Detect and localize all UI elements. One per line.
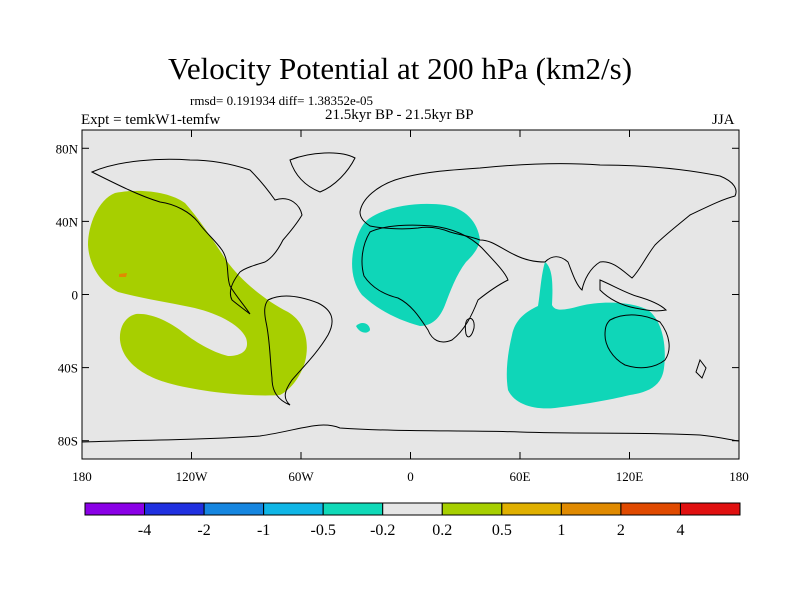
colorbar-swatch <box>620 502 681 516</box>
colorbar-label: 0.5 <box>492 522 512 539</box>
colorbar-swatch <box>382 502 443 516</box>
new-zealand-coastline <box>695 358 707 379</box>
lon-tick-label: 120W <box>176 469 209 484</box>
colorbar-swatch <box>203 502 265 516</box>
colorbar-swatch <box>679 502 741 516</box>
lon-tick-label: 0 <box>407 469 414 484</box>
lat-tick-label: 80S <box>58 434 78 449</box>
lon-tick-label: 60E <box>510 469 531 484</box>
lat-tick-label: 0 <box>72 288 79 303</box>
lat-tick-label: 80N <box>56 141 79 156</box>
colorbar-label: 2 <box>617 522 625 539</box>
longitude-ticks: 180 120W 60W 0 60E 120E 180 <box>72 130 749 484</box>
atlantic-africa-negative-anomaly <box>352 203 480 326</box>
colorbar-swatch <box>84 502 146 516</box>
colorbar-label: -0.2 <box>370 522 395 539</box>
colorbar-swatch <box>441 502 503 516</box>
stats-label: rmsd= 0.191934 diff= 1.38352e-05 <box>190 93 374 108</box>
colorbar-label: 1 <box>557 522 565 539</box>
colorbar-swatch <box>560 502 622 516</box>
north-america-coastline <box>90 158 303 315</box>
colorbar-label: -1 <box>257 522 270 539</box>
coastlines <box>81 152 740 443</box>
colorbar-label: -0.5 <box>311 522 336 539</box>
latitude-ticks: 80N 40N 0 40S 80S <box>56 141 739 449</box>
antarctica-coastline <box>81 424 740 443</box>
lon-tick-label: 60W <box>288 469 314 484</box>
colorbar-label: 0.2 <box>432 522 452 539</box>
indian-ocean-negative-anomaly <box>506 262 665 409</box>
southeast-asia-coastline <box>599 279 668 312</box>
greenland-coastline <box>289 152 356 193</box>
colorbar: -4 -2 -1 -0.5 -0.2 0.2 0.5 1 2 4 <box>84 502 741 539</box>
colorbar-swatch <box>263 502 324 516</box>
period-label: 21.5kyr BP - 21.5kyr BP <box>325 107 474 123</box>
colorbar-swatch <box>144 502 205 516</box>
australia-coastline <box>604 314 670 369</box>
plot-title: Velocity Potential at 200 hPa (km2/s) <box>167 51 633 86</box>
south-america-coastline <box>264 295 333 406</box>
small-orange-anomaly <box>119 273 127 277</box>
colorbar-label: -4 <box>138 522 151 539</box>
africa-coastline <box>361 224 509 343</box>
lon-tick-label: 180 <box>729 469 749 484</box>
colorbar-label: 4 <box>676 522 684 539</box>
lat-tick-label: 40N <box>56 214 79 229</box>
season-label: JJA <box>712 112 735 128</box>
colorbar-swatch <box>501 502 562 516</box>
madagascar-coastline <box>464 317 475 338</box>
equatorial-atlantic-small-patch <box>356 323 370 333</box>
colorbar-swatch <box>322 502 384 516</box>
experiment-label: Expt = temkW1-temfw <box>81 112 221 128</box>
lon-tick-label: 120E <box>616 469 644 484</box>
pacific-positive-anomaly <box>88 190 307 396</box>
lat-tick-label: 40S <box>58 361 78 376</box>
colorbar-label: -2 <box>197 522 210 539</box>
eurasia-coastline <box>359 163 737 291</box>
lon-tick-label: 180 <box>72 469 92 484</box>
